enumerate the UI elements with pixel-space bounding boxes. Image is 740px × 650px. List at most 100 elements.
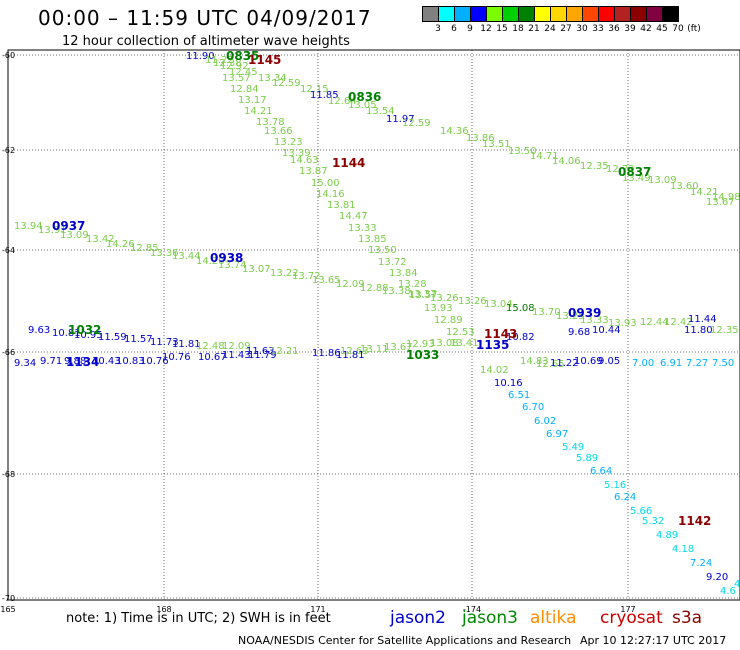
latitude-tick-label: -64 bbox=[2, 246, 15, 255]
wave-height-value: 5.66 bbox=[630, 506, 652, 517]
wave-height-value: 12.09 bbox=[336, 279, 365, 290]
chart-subtitle: 12 hour collection of altimeter wave hei… bbox=[62, 34, 350, 49]
wave-height-value: 12.59 bbox=[402, 118, 431, 129]
credit-text: NOAA/NESDIS Center for Satellite Applica… bbox=[238, 634, 572, 647]
wave-height-value: 12.65 bbox=[536, 359, 565, 370]
wave-height-value: 13.11 bbox=[360, 344, 389, 355]
wave-height-value: 13.84 bbox=[389, 268, 418, 279]
map-grid bbox=[7, 49, 740, 601]
wave-height-value: 13.51 bbox=[482, 139, 511, 150]
map-frame bbox=[7, 49, 740, 601]
wave-height-value: 12.48 bbox=[196, 341, 225, 352]
wave-height-value: 10.76 bbox=[140, 356, 169, 367]
wave-height-value: 13.44 bbox=[172, 251, 201, 262]
wave-height-value: 10.69 bbox=[574, 356, 603, 367]
scale-label: 27 bbox=[560, 24, 572, 34]
scale-label: 70 bbox=[672, 24, 684, 34]
satellite-jason3: jason3 bbox=[462, 608, 518, 628]
scale-label: 21 bbox=[528, 24, 540, 34]
color-scale-labels: 3 6 9 12 15 18 21 24 27 30 33 36 39 42 45 70 (ft) bbox=[422, 24, 740, 36]
latitude-tick-label: -60 bbox=[2, 51, 15, 60]
longitude-tick-label: 168 bbox=[156, 605, 171, 614]
wave-height-value: 6.97 bbox=[546, 429, 568, 440]
wave-height-value: 13.66 bbox=[264, 126, 293, 137]
wave-height-value: 7.50 bbox=[712, 358, 734, 369]
wave-height-value: 5.32 bbox=[642, 516, 664, 527]
wave-height-value: 10.67 bbox=[198, 352, 227, 363]
wave-height-value: 10.83 bbox=[116, 356, 145, 367]
wave-height-value: 9.63 bbox=[28, 325, 50, 336]
wave-height-value: 12.63 bbox=[340, 346, 369, 357]
wave-height-value: 14.16 bbox=[316, 189, 345, 200]
wave-height-value: 13.65 bbox=[312, 275, 341, 286]
wave-height-value: 12.45 bbox=[229, 67, 258, 78]
wave-height-value: 4.18 bbox=[672, 544, 694, 555]
wave-height-value: 12.35 bbox=[580, 161, 609, 172]
latitude-tick-label: -62 bbox=[2, 146, 15, 155]
wave-height-value: 11.81 bbox=[336, 350, 365, 361]
wave-height-value: 13.39 bbox=[282, 148, 311, 159]
wave-height-value: 13.54 bbox=[366, 106, 395, 117]
wave-height-value: 13.49 bbox=[622, 173, 651, 184]
wave-height-value: 11.90 bbox=[186, 51, 215, 62]
wave-height-value: 4.89 bbox=[656, 530, 678, 541]
longitude-tick-label: 165 bbox=[0, 605, 15, 614]
pass-time-label: 1144 bbox=[332, 156, 365, 170]
wave-height-value: 13.26 bbox=[458, 296, 487, 307]
wave-height-value: 13.72 bbox=[292, 271, 321, 282]
wave-height-value: 10.81 bbox=[52, 328, 81, 339]
scale-label: 39 bbox=[624, 24, 636, 34]
wave-height-value: 14.20 bbox=[196, 256, 225, 267]
wave-height-value: 13.67 bbox=[384, 342, 413, 353]
wave-height-value: 13.67 bbox=[706, 197, 735, 208]
wave-height-value: 13.87 bbox=[299, 166, 328, 177]
wave-height-value: 12.42 bbox=[664, 317, 693, 328]
wave-height-value: 11.57 bbox=[124, 334, 153, 345]
wave-height-value: 11.73 bbox=[150, 337, 179, 348]
wave-height-value: 11.44 bbox=[688, 314, 717, 325]
wave-height-value: 13.41 bbox=[450, 338, 479, 349]
wave-height-value: 11.85 bbox=[310, 90, 339, 101]
wave-height-value: 13.50 bbox=[368, 245, 397, 256]
satellite-cryosat: cryosat bbox=[600, 608, 663, 628]
wave-height-value: 13.60 bbox=[670, 181, 699, 192]
scale-label: 3 bbox=[435, 24, 441, 34]
wave-height-value: 9.88 bbox=[64, 356, 86, 367]
wave-height-value: 13.70 bbox=[532, 307, 561, 318]
wave-height-value: 13.34 bbox=[258, 73, 287, 84]
chart-title: 00:00 – 11:59 UTC 04/09/2017 bbox=[38, 6, 372, 30]
scale-label: (ft) bbox=[687, 24, 701, 34]
wave-height-value: 14.98 bbox=[712, 192, 740, 203]
pass-time-label: 1033 bbox=[406, 348, 439, 362]
scale-label: 15 bbox=[496, 24, 508, 34]
wave-height-value: 12.72 bbox=[606, 164, 635, 175]
scale-label: 45 bbox=[656, 24, 668, 34]
wave-height-value: 14.02 bbox=[480, 365, 509, 376]
wave-height-value: 7.24 bbox=[690, 558, 712, 569]
wave-height-value: 12.44 bbox=[640, 317, 669, 328]
wave-height-value: 12.53 bbox=[446, 327, 475, 338]
wave-height-value: 13.26 bbox=[430, 293, 459, 304]
pass-time-label: 0836 bbox=[348, 90, 381, 104]
wave-height-value: 13.17 bbox=[238, 95, 267, 106]
wave-height-value: 6.91 bbox=[660, 358, 682, 369]
pass-time-label: 0835 bbox=[226, 49, 259, 63]
scale-label: 12 bbox=[480, 24, 492, 34]
scale-label: 42 bbox=[640, 24, 652, 34]
wave-height-value: 7.27 bbox=[686, 358, 708, 369]
wave-height-value: 10.76 bbox=[162, 352, 191, 363]
scale-label: 30 bbox=[576, 24, 588, 34]
latitude-tick-label: -68 bbox=[2, 470, 15, 479]
wave-height-value: 9.71 bbox=[40, 356, 62, 367]
wave-height-value: 12.85 bbox=[130, 243, 159, 254]
pass-time-label: 1134 bbox=[66, 355, 99, 369]
wave-height-value: 10.95 bbox=[74, 330, 103, 341]
wave-height-value: 13.72 bbox=[378, 257, 407, 268]
wave-height-value: 12.64 bbox=[328, 96, 357, 107]
wave-height-value: 6.02 bbox=[534, 416, 556, 427]
color-scale-swatches bbox=[422, 6, 679, 22]
wave-height-value: 4.6 bbox=[720, 586, 736, 597]
longitude-tick-label: 171 bbox=[310, 605, 325, 614]
